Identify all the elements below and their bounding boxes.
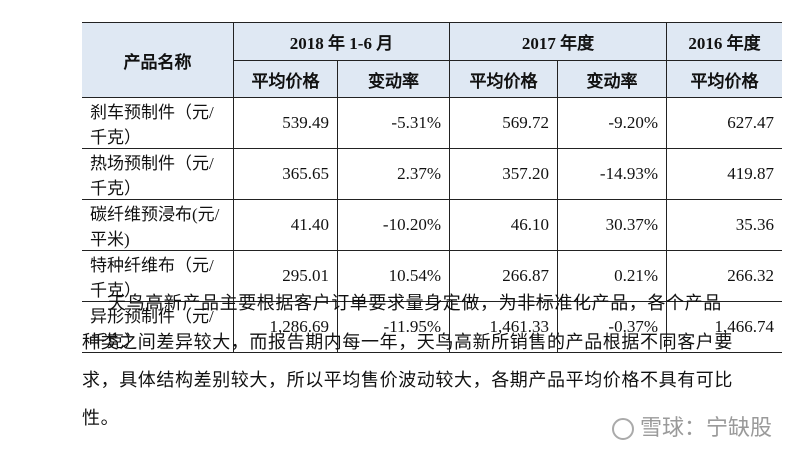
value-cell: -9.20% <box>557 97 667 149</box>
value-cell: 1,286.69 <box>233 301 338 353</box>
value-cell: 1,466.74 <box>666 301 782 353</box>
table-row: 特种纤维布（元/千克） 295.01 10.54% 266.87 0.21% 266.32 <box>82 250 782 302</box>
header-group: 2018 年 1-6 月 <box>233 22 450 61</box>
table-row: 碳纤维预浸布(元/平米) 41.40 -10.20% 46.10 30.37% 35.36 <box>82 199 782 251</box>
value-cell: 419.87 <box>666 148 782 200</box>
value-cell: 1,461.33 <box>449 301 558 353</box>
value-cell: 266.87 <box>449 250 558 302</box>
value-cell: 266.32 <box>666 250 782 302</box>
header-cell: 平均价格 <box>233 60 338 98</box>
value-cell: -14.93% <box>557 148 667 200</box>
paragraph-line: 性。 <box>82 408 120 428</box>
product-name: 刹车预制件（元/千克） <box>82 97 234 149</box>
price-table: 产品名称 2018 年 1-6 月 2017 年度 2016 年度 平均价格 变… <box>82 22 782 353</box>
table-row: 热场预制件（元/千克） 365.65 2.37% 357.20 -14.93% 419.8… <box>82 148 782 200</box>
header-cell: 产品名称 <box>82 22 234 98</box>
header-cell: 平均价格 <box>449 60 558 98</box>
value-cell: 569.72 <box>449 97 558 149</box>
header-cell: 变动率 <box>557 60 667 98</box>
value-cell: 357.20 <box>449 148 558 200</box>
value-cell: -0.37% <box>557 301 667 353</box>
watermark-text: 雪球：宁缺股 <box>640 416 773 441</box>
value-cell: -5.31% <box>337 97 450 149</box>
product-name: 碳纤维预浸布(元/平米) <box>82 199 234 251</box>
paragraph-line: 种类之间差异较大，而报告期内每一年，天鸟高新所销售的产品根据不同客户要 <box>82 332 733 352</box>
header-cell: 平均价格 <box>666 60 782 98</box>
value-cell: 35.36 <box>666 199 782 251</box>
table-row: 异形预制件（元/千克） 1,286.69 -11.95% 1,461.33 -0.37%… <box>82 301 782 353</box>
product-name: 热场预制件（元/千克） <box>82 148 234 200</box>
header-group: 2017 年度 <box>449 22 667 61</box>
header-group: 2016 年度 <box>666 22 782 61</box>
value-cell: 41.40 <box>233 199 338 251</box>
paragraph-line: 求，具体结构差别较大，所以平均售价波动较大，各期产品平均价格不具有可比 <box>82 370 733 390</box>
watermark: 雪球：宁缺股 <box>612 410 772 442</box>
value-cell: 30.37% <box>557 199 667 251</box>
watermark-icon <box>612 418 634 440</box>
table-row: 刹车预制件（元/千克） 539.49 -5.31% 569.72 -9.20% 627.4… <box>82 97 782 149</box>
header-cell: 变动率 <box>337 60 450 98</box>
table-body: 刹车预制件（元/千克） 539.49 -5.31% 569.72 -9.20% 627.4… <box>82 97 782 353</box>
product-name: 异形预制件（元/千克） <box>82 301 234 353</box>
value-cell: -10.20% <box>337 199 450 251</box>
value-cell: -11.95% <box>337 301 450 353</box>
product-name: 特种纤维布（元/千克） <box>82 250 234 302</box>
header-row: 产品名称 2018 年 1-6 月 2017 年度 2016 年度 <box>82 22 782 98</box>
value-cell: 539.49 <box>233 97 338 149</box>
paragraph-line: 天鸟高新产品主要根据客户订单要求量身定做，为非标准化产品，各个产品 <box>108 293 722 313</box>
value-cell: 46.10 <box>449 199 558 251</box>
value-cell: 365.65 <box>233 148 338 200</box>
value-cell: 627.47 <box>666 97 782 149</box>
value-cell: 2.37% <box>337 148 450 200</box>
